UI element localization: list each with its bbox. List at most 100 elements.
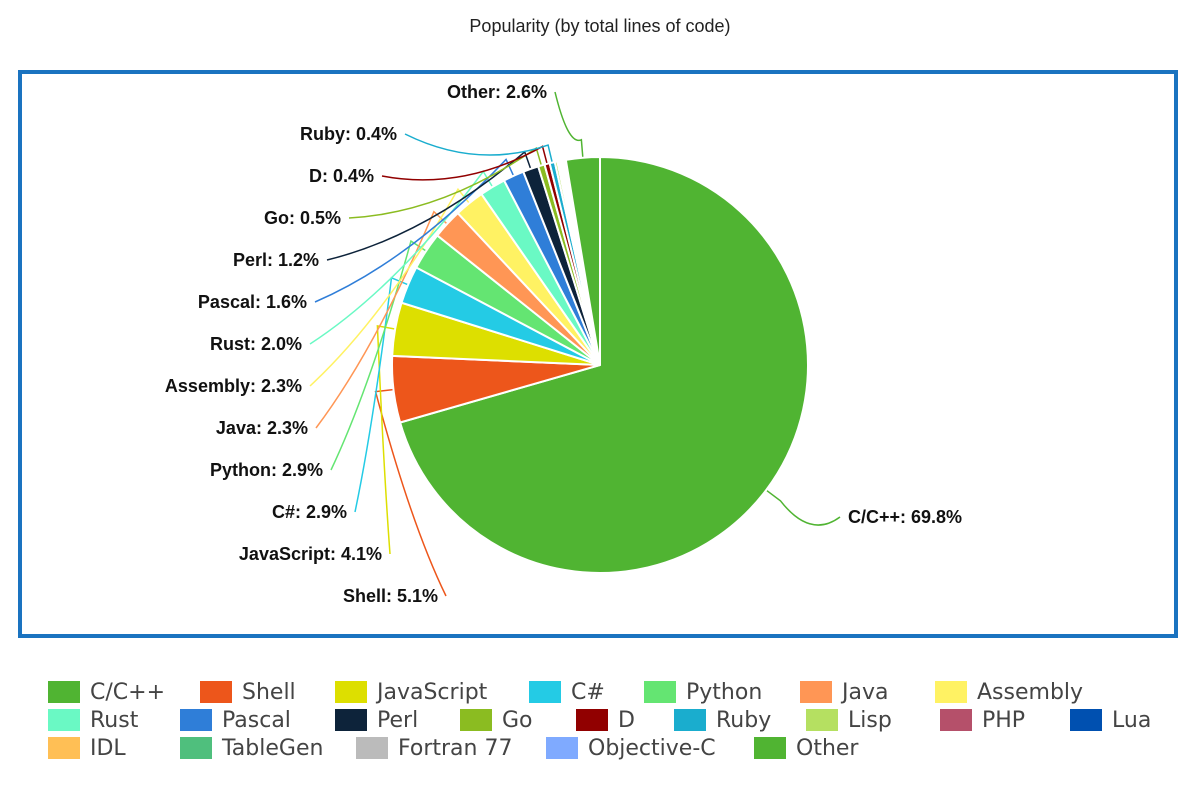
data-label-c-c-: C/C++: 69.8%: [848, 507, 962, 527]
legend-swatch: [674, 709, 706, 731]
legend-label: Pascal: [222, 707, 291, 733]
legend-label: Java: [842, 679, 889, 705]
leader-line-ruby: [404, 133, 554, 167]
legend-item-ruby[interactable]: Ruby: [674, 706, 771, 734]
data-label-perl: Perl: 1.2%: [233, 250, 319, 270]
plot-frame: [18, 70, 1178, 638]
pie-slice-other: [564, 155, 601, 366]
legend-label: Lua: [1112, 707, 1152, 733]
legend-swatch: [546, 737, 578, 759]
legend-label: Assembly: [977, 679, 1084, 705]
legend-swatch: [335, 709, 367, 731]
legend-item-pascal[interactable]: Pascal: [180, 706, 291, 734]
legend-item-lua[interactable]: Lua: [1070, 706, 1151, 734]
legend-label: TableGen: [222, 735, 324, 761]
legend-label: C#: [571, 679, 605, 705]
legend-label: Perl: [377, 707, 419, 733]
legend-item-javascript[interactable]: JavaScript: [335, 678, 487, 706]
leader-line-python: [330, 239, 430, 471]
legend-swatch: [529, 681, 561, 703]
leader-line-perl: [326, 150, 533, 261]
data-label-pascal: Pascal: 1.6%: [198, 292, 307, 312]
legend-item-assembly[interactable]: Assembly: [935, 678, 1083, 706]
legend-swatch: [1070, 709, 1102, 731]
legend-label: C/C++: [90, 679, 166, 705]
leader-line-shell: [374, 388, 447, 597]
legend-row: IDL TableGen Fortran 77 Objective-C Other: [48, 734, 1188, 762]
data-label-java: Java: 2.3%: [216, 418, 308, 438]
leader-line-other: [554, 91, 584, 162]
leader-line-c-: [354, 276, 413, 513]
data-labels: C/C++: 69.8% Shell: 5.1% JavaScript: 4.1% C…: [165, 82, 962, 606]
leader-line-java: [315, 210, 451, 429]
data-label-ruby: Ruby: 0.4%: [300, 124, 397, 144]
legend-swatch: [180, 737, 212, 759]
legend-swatch: [48, 681, 80, 703]
legend-swatch: [940, 709, 972, 731]
legend-item-lisp[interactable]: Lisp: [806, 706, 892, 734]
legend-item-python[interactable]: Python: [644, 678, 762, 706]
legend-row: Rust Pascal Perl Go D Ruby Lisp PHP Lua: [48, 706, 1188, 734]
data-label-rust: Rust: 2.0%: [210, 334, 302, 354]
legend-swatch: [335, 681, 367, 703]
legend-swatch: [644, 681, 676, 703]
legend-swatch: [754, 737, 786, 759]
legend-label: Fortran 77: [398, 735, 513, 761]
chart-title: Popularity (by total lines of code): [469, 16, 731, 36]
legend-swatch: [48, 737, 80, 759]
legend-item-c-[interactable]: C#: [529, 678, 605, 706]
legend-swatch: [200, 681, 232, 703]
pie-slices: [391, 155, 809, 574]
legend-item-java[interactable]: Java: [800, 678, 888, 706]
legend-swatch: [800, 681, 832, 703]
legend-item-shell[interactable]: Shell: [200, 678, 296, 706]
legend-label: D: [618, 707, 635, 733]
legend-item-c-c-[interactable]: C/C++: [48, 678, 165, 706]
data-label-javascript: JavaScript: 4.1%: [239, 544, 382, 564]
data-label-other: Other: 2.6%: [447, 82, 547, 102]
leader-line-c-c-: [762, 487, 841, 526]
leader-line-javascript: [376, 325, 400, 555]
legend-item-idl[interactable]: IDL: [48, 734, 126, 762]
legend-label: Lisp: [848, 707, 892, 733]
legend-label: Other: [796, 735, 859, 761]
legend-label: Ruby: [716, 707, 772, 733]
legend-item-other[interactable]: Other: [754, 734, 858, 762]
legend-item-fortran-77[interactable]: Fortran 77: [356, 734, 512, 762]
legend-swatch: [460, 709, 492, 731]
legend-label: Python: [686, 679, 763, 705]
legend-swatch: [48, 709, 80, 731]
legend-item-rust[interactable]: Rust: [48, 706, 138, 734]
data-label-python: Python: 2.9%: [210, 460, 323, 480]
leader-line-d: [381, 145, 549, 181]
leader-line-rust: [309, 170, 496, 345]
pie-chart: C/C++: 69.8% Shell: 5.1% JavaScript: 4.1% C…: [165, 82, 962, 606]
data-label-go: Go: 0.5%: [264, 208, 341, 228]
legend-row: C/C++ Shell JavaScript C# Python Java Assembly: [48, 678, 1188, 706]
pie-slice-c-c-: [398, 155, 809, 574]
legend-label: IDL: [90, 735, 126, 761]
leader-lines: [309, 91, 841, 597]
data-label-d: D: 0.4%: [309, 166, 374, 186]
legend-label: JavaScript: [377, 679, 488, 705]
legend-item-tablegen[interactable]: TableGen: [180, 734, 323, 762]
leader-line-assembly: [309, 187, 473, 387]
legend-item-perl[interactable]: Perl: [335, 706, 418, 734]
legend: C/C++ Shell JavaScript C# Python Java Assembly…: [48, 678, 1188, 762]
legend-swatch: [576, 709, 608, 731]
leader-line-pascal: [314, 158, 516, 303]
data-label-shell: Shell: 5.1%: [343, 586, 438, 606]
legend-item-d[interactable]: D: [576, 706, 635, 734]
legend-swatch: [180, 709, 212, 731]
legend-swatch: [356, 737, 388, 759]
data-label-c-: C#: 2.9%: [272, 502, 347, 522]
legend-label: Go: [502, 707, 533, 733]
legend-swatch: [806, 709, 838, 731]
legend-label: Shell: [242, 679, 296, 705]
legend-label: Objective-C: [588, 735, 716, 761]
legend-item-php[interactable]: PHP: [940, 706, 1025, 734]
legend-label: Rust: [90, 707, 139, 733]
legend-item-objective-c[interactable]: Objective-C: [546, 734, 716, 762]
legend-item-go[interactable]: Go: [460, 706, 533, 734]
data-label-assembly: Assembly: 2.3%: [165, 376, 302, 396]
